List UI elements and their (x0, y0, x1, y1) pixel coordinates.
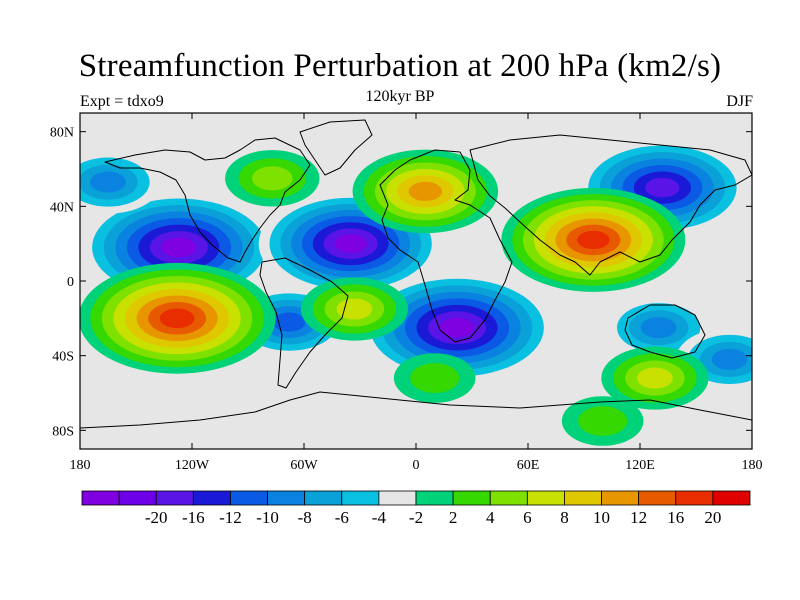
field-contour-12-2 (252, 166, 293, 191)
coastline-south-america (259, 257, 349, 389)
colorbar-swatch (267, 490, 306, 506)
coastline-greenland (299, 119, 373, 176)
coastline-antarctica (80, 391, 752, 429)
colorbar-label: -20 (145, 508, 168, 527)
colorbar-label: 12 (630, 508, 647, 527)
field-contour-14-1 (410, 363, 460, 393)
colorbar-label: -2 (409, 508, 423, 527)
x-tick-label: 0 (413, 458, 420, 473)
colorbar-label: 2 (449, 508, 458, 527)
y-tick-label: 80N (50, 126, 74, 141)
axis-ticks: 180 120W 60W 0 60E 120E 180 80N 40N 0 40S 80S (50, 113, 763, 473)
colorbar-label: 20 (704, 508, 721, 527)
x-tick-label: 60W (290, 458, 318, 473)
coastline-europe-africa (379, 149, 513, 343)
field-contour-6-3 (640, 317, 677, 339)
field-contour-2-7 (439, 317, 475, 338)
coastline-asia (469, 134, 752, 276)
period-label: 120kyr BP (365, 88, 435, 105)
colorbar-swatch (304, 490, 343, 506)
colorbar-label: -6 (335, 508, 349, 527)
colorbar-swatch (192, 490, 231, 506)
colorbar-swatch (378, 490, 417, 506)
field-contour-10-7 (577, 230, 610, 250)
y-tick-label: 40S (52, 350, 74, 365)
colorbar-swatch (230, 490, 268, 506)
streamfunction-field (80, 139, 752, 446)
colorbar-swatch (81, 490, 120, 506)
field-contour-8-7 (159, 308, 195, 329)
field-contour-3-4 (272, 312, 306, 332)
field-contour-0-7 (161, 237, 197, 258)
y-tick-label: 40N (50, 200, 74, 215)
colorbar-label: -10 (256, 508, 279, 527)
colorbar-swatch (675, 490, 714, 506)
field-contour-13-3 (637, 367, 673, 389)
colorbar-swatch (341, 490, 380, 506)
colorbar-label: -12 (219, 508, 242, 527)
experiment-label: Expt = tdxo9 (80, 93, 164, 110)
x-tick-label: 60E (517, 458, 540, 473)
coastlines (80, 119, 752, 429)
colorbar-label: 8 (560, 508, 569, 527)
field-contour-11-3 (336, 298, 373, 320)
colorbar-swatch (452, 490, 491, 506)
field-contour-1-7 (334, 234, 367, 253)
coastline-australia (624, 304, 706, 359)
field-contour-4-6 (645, 177, 680, 198)
season-label: DJF (726, 93, 753, 110)
colorbar-label: -8 (298, 508, 312, 527)
y-tick-label: 0 (67, 275, 74, 290)
colorbar-label: 10 (593, 508, 610, 527)
colorbar-swatch (712, 490, 751, 506)
colorbar-swatch (601, 490, 640, 506)
colorbar-label: 16 (667, 508, 684, 527)
field-contour-5-3 (90, 171, 126, 193)
colorbar-label: -4 (372, 508, 387, 527)
colorbar-swatch (564, 490, 602, 506)
colorbar-swatch (415, 490, 454, 506)
x-tick-label: 180 (742, 458, 763, 473)
field-contour-15-1 (578, 406, 628, 436)
colorbar-label: 4 (486, 508, 495, 527)
field-contour-7-3 (711, 348, 748, 370)
colorbar: -20 -16 -12 -10 -8 -6 -4 -2 2 4 6 8 10 12 16 20 (81, 490, 751, 527)
colorbar-label: -16 (182, 508, 205, 527)
colorbar-swatch (526, 490, 565, 506)
y-tick-label: 80S (52, 424, 74, 439)
field-contour-9-5 (408, 181, 443, 202)
colorbar-swatch (489, 490, 528, 506)
colorbar-swatch (155, 490, 194, 506)
plot-title: Streamfunction Perturbation at 200 hPa (… (78, 48, 722, 84)
colorbar-label: 6 (523, 508, 532, 527)
colorbar-swatch (638, 490, 677, 506)
x-tick-label: 120W (175, 458, 210, 473)
x-tick-label: 180 (70, 458, 91, 473)
colorbar-swatch (118, 490, 157, 506)
x-tick-label: 120E (625, 458, 655, 473)
coastline-north-america (104, 137, 311, 263)
